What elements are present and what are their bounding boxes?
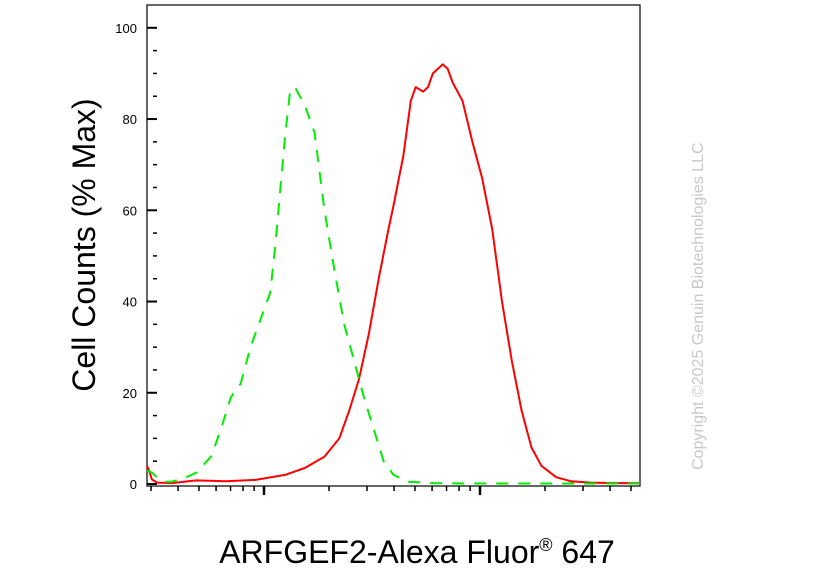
plot-frame [146,4,641,487]
x-axis-title-tail: 647 [552,534,615,570]
x-axis-title: ARFGEF2-Alexa Fluor® 647 [0,534,834,571]
series-line-dashed [146,86,640,485]
x-axis [150,486,632,495]
series-line-solid [146,63,640,485]
y-tick-label: 0 [130,477,137,492]
registered-mark: ® [539,535,553,555]
series-layer [146,63,640,485]
y-axis: 0 20 40 60 80 100 [115,21,157,492]
y-tick-label: 100 [115,21,137,36]
y-tick-label: 60 [123,203,137,218]
y-tick-label: 40 [123,295,137,310]
y-tick-label: 20 [123,386,137,401]
x-axis-title-main: ARFGEF2-Alexa Fluor [219,534,540,570]
y-axis-title: Cell Counts (% Max) [66,98,102,391]
copyright-watermark: Copyright ©2025 Genuin Biotechnologies L… [690,142,707,470]
y-tick-label: 80 [123,112,137,127]
